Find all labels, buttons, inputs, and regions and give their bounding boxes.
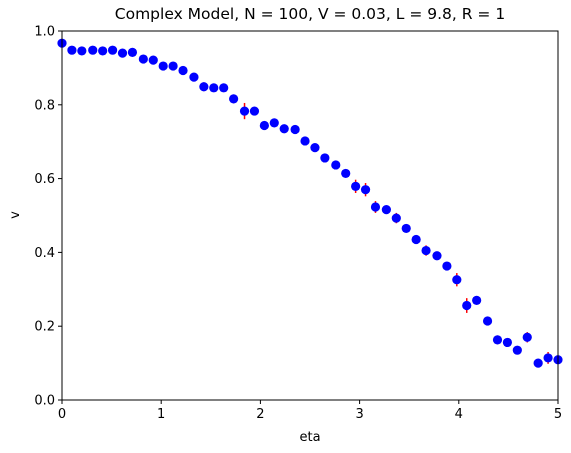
data-point xyxy=(472,295,482,305)
data-point xyxy=(452,275,462,285)
data-point xyxy=(219,83,229,93)
data-point xyxy=(300,136,310,146)
data-point xyxy=(411,234,421,245)
data-point xyxy=(370,202,381,212)
data-point xyxy=(381,204,391,215)
data-point xyxy=(148,55,158,65)
data-point xyxy=(442,261,452,271)
data-point xyxy=(77,46,87,56)
x-tick-label: 5 xyxy=(554,407,562,422)
x-axis-ticks: 0 1 2 3 4 5 xyxy=(58,400,562,422)
data-point xyxy=(320,153,330,163)
x-tick-label: 0 xyxy=(58,407,66,422)
data-point xyxy=(279,124,289,134)
data-point xyxy=(421,245,431,256)
data-point xyxy=(290,124,300,135)
data-point xyxy=(401,223,411,234)
data-point xyxy=(482,316,493,326)
data-point xyxy=(543,353,553,363)
y-axis-label: v xyxy=(8,211,23,219)
y-tick-label: 0.2 xyxy=(34,320,55,335)
y-tick-label: 0.0 xyxy=(34,394,55,409)
chart-title: Complex Model, N = 100, V = 0.03, L = 9.… xyxy=(115,5,505,23)
data-point xyxy=(432,251,442,261)
plot-frame xyxy=(61,30,559,401)
x-tick-label: 3 xyxy=(355,407,363,422)
x-tick-label: 1 xyxy=(157,407,165,422)
data-point xyxy=(168,61,178,71)
data-point xyxy=(209,83,219,93)
data-point xyxy=(522,332,532,342)
data-point xyxy=(127,47,138,58)
data-point xyxy=(138,54,148,64)
data-point xyxy=(189,72,199,82)
data-point xyxy=(107,45,118,55)
data-point xyxy=(391,213,401,223)
data-point xyxy=(341,168,351,179)
data-point xyxy=(360,185,371,195)
data-point xyxy=(88,45,98,55)
y-tick-label: 0.4 xyxy=(34,246,55,261)
data-point xyxy=(259,120,269,131)
data-point xyxy=(462,300,472,311)
data-point xyxy=(199,82,209,92)
data-point xyxy=(269,118,279,128)
data-point xyxy=(512,345,522,355)
data-point xyxy=(310,143,320,153)
data-point xyxy=(98,46,108,56)
y-tick-label: 0.8 xyxy=(34,98,55,113)
data-point xyxy=(178,65,188,76)
y-axis-ticks: 0.0 0.2 0.4 0.6 0.8 1.0 xyxy=(34,25,62,409)
y-tick-label: 0.6 xyxy=(34,172,55,187)
data-point xyxy=(502,337,513,348)
data-point xyxy=(249,106,260,116)
data-point xyxy=(351,181,361,191)
data-point xyxy=(239,106,250,116)
y-tick-label: 1.0 xyxy=(34,25,55,40)
data-point xyxy=(492,335,503,345)
data-marks xyxy=(57,38,563,368)
x-axis-label: eta xyxy=(299,430,320,445)
data-point xyxy=(67,45,77,55)
data-point xyxy=(117,48,128,58)
data-point xyxy=(229,94,239,104)
data-point xyxy=(533,358,543,368)
x-tick-label: 2 xyxy=(256,407,264,422)
data-point xyxy=(331,160,341,170)
x-tick-label: 4 xyxy=(455,407,463,422)
data-point xyxy=(158,61,168,71)
